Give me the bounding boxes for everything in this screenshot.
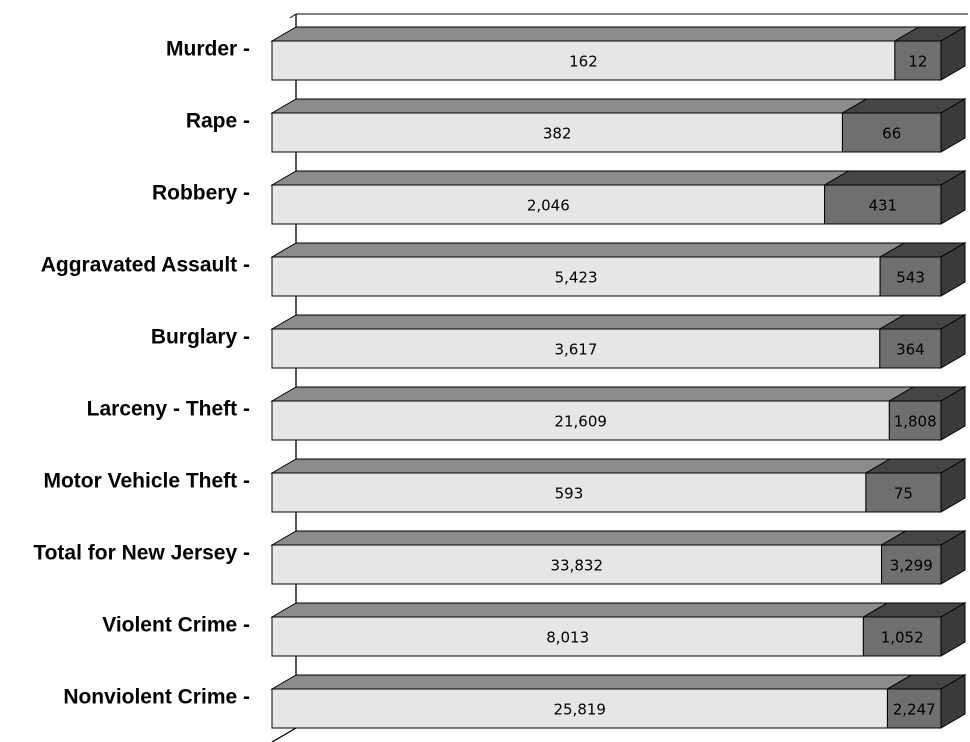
bar-series2 <box>886 688 942 729</box>
data-label-series2: 364 <box>896 341 925 359</box>
bar-series1 <box>271 544 883 585</box>
floor-edge-line <box>271 727 297 742</box>
bar-series2 <box>888 400 942 441</box>
bar-series1 <box>271 112 843 153</box>
bar-top-series1 <box>270 98 869 114</box>
category-label: Total for New Jersey - <box>33 542 250 565</box>
category-label: Murder - <box>166 38 250 61</box>
data-label-series1: 25,819 <box>553 701 606 719</box>
corner-tick <box>289 13 297 19</box>
category-label: Aggravated Assault - <box>41 254 250 277</box>
bar-top-series1 <box>270 602 890 618</box>
data-label-series2: 1,808 <box>894 413 937 431</box>
category-label: Robbery - <box>152 182 250 205</box>
bar-top-series1 <box>270 242 906 258</box>
data-label-series2: 12 <box>908 53 927 71</box>
bar-top-series1 <box>270 170 851 186</box>
bar-group: 162 12 382 66 2,046 431 5,423 543 3,617 364 21,609… <box>270 26 967 729</box>
data-label-series2: 431 <box>868 197 897 215</box>
data-label-series1: 33,832 <box>551 557 604 575</box>
data-label-series2: 75 <box>894 485 913 503</box>
data-label-series2: 2,247 <box>893 701 936 719</box>
data-label-series2: 543 <box>896 269 925 287</box>
bar-series2 <box>894 40 942 81</box>
bar-series1 <box>271 40 896 81</box>
bar-series2 <box>879 328 942 369</box>
data-label-series1: 21,609 <box>554 413 607 431</box>
category-label: Nonviolent Crime - <box>63 686 250 709</box>
bar-top-series1 <box>270 314 906 330</box>
category-label: Burglary - <box>151 326 250 349</box>
data-label-series1: 5,423 <box>555 269 598 287</box>
bar-series2 <box>865 472 942 513</box>
bar-series1 <box>271 616 864 657</box>
data-label-series1: 3,617 <box>554 341 597 359</box>
bar-series2 <box>879 256 942 297</box>
category-labels: Murder - Rape - Robbery - Aggravated Assaul… <box>33 38 250 709</box>
data-label-series2: 1,052 <box>881 629 924 647</box>
category-label: Rape - <box>186 110 250 133</box>
data-label-series2: 66 <box>882 125 901 143</box>
category-label: Motor Vehicle Theft - <box>43 470 250 493</box>
bar-top-series1 <box>270 674 914 690</box>
bar-top-series1 <box>270 386 916 402</box>
bar-series1 <box>271 472 867 513</box>
bar-series2 <box>881 544 942 585</box>
bar-series1 <box>271 184 826 225</box>
data-label-series1: 8,013 <box>546 629 589 647</box>
category-label: Larceny - Theft - <box>87 398 250 421</box>
data-label-series2: 3,299 <box>890 557 933 575</box>
data-label-series1: 2,046 <box>527 197 570 215</box>
bar-top-series1 <box>270 530 908 546</box>
bar-series2 <box>841 112 942 153</box>
data-label-series1: 382 <box>543 125 572 143</box>
category-label: Violent Crime - <box>102 614 250 637</box>
data-label-series1: 593 <box>555 485 584 503</box>
data-label-series1: 162 <box>569 53 598 71</box>
bar-top-series1 <box>270 458 892 474</box>
bar-series1 <box>271 400 890 441</box>
bar-series1 <box>271 256 881 297</box>
bar-series2 <box>862 616 942 657</box>
bar-series1 <box>271 688 888 729</box>
bar-top-series1 <box>270 26 921 42</box>
bar-series2 <box>824 184 942 225</box>
